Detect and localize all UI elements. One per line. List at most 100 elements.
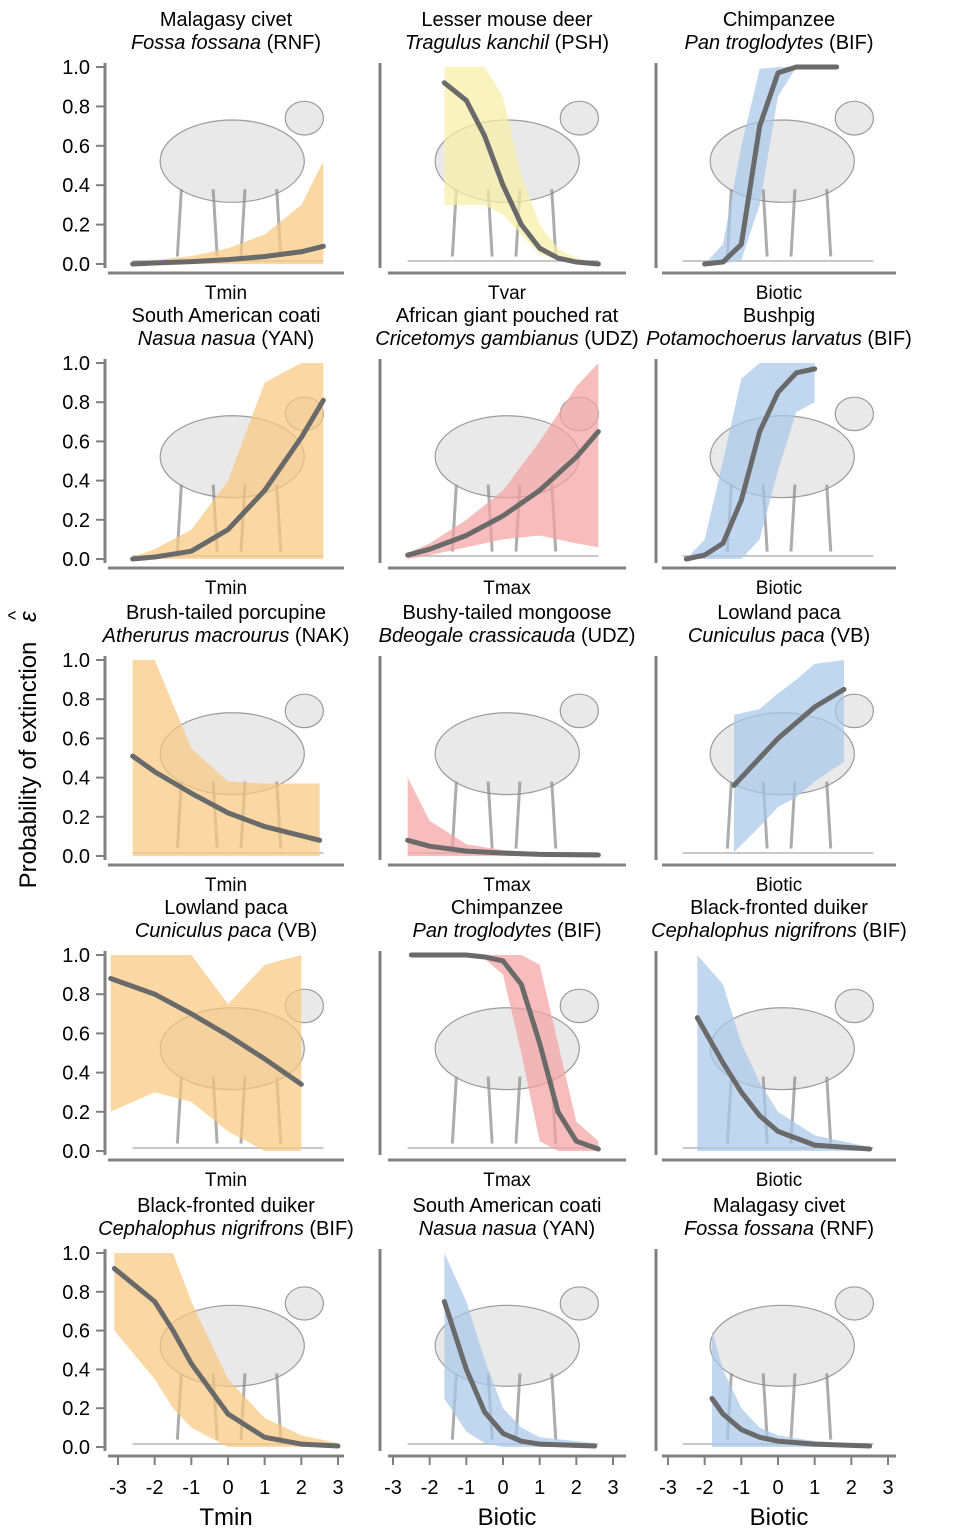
panel-species-name: Bdeogale crassicauda [379, 625, 576, 647]
x-tick-label: 0 [222, 1477, 233, 1499]
credible-band [114, 1253, 338, 1447]
panel-species-line: Cuniculus paca (VB) [688, 625, 870, 647]
panel-common-name: Black-fronted duiker [690, 897, 868, 919]
panel-species-name: Nasua nasua [138, 328, 256, 350]
x-axis-title: Tmin [205, 283, 247, 304]
panel-species-line: Fossa fossana (RNF) [131, 32, 321, 54]
animal-duiker-head [284, 1286, 325, 1321]
y-tick-label: 0.8 [62, 392, 90, 414]
y-axis-symbol: ε [15, 611, 42, 622]
y-tick-label: 1.0 [62, 650, 90, 672]
x-tick-label: -3 [109, 1477, 127, 1499]
animal-mongoose-leg [514, 781, 522, 849]
probability-curve [702, 64, 840, 267]
x-axis-title: Tmin [205, 1170, 247, 1191]
animal-chimp-leg [761, 189, 769, 257]
x-tick-label: -3 [659, 1477, 677, 1499]
x-axis-title: Tmin [199, 1504, 252, 1530]
panel-species-line: Pan troglodytes (BIF) [685, 32, 874, 54]
probability-curve [130, 753, 323, 843]
animal-chimp-head [559, 988, 599, 1024]
panel-species-line: Fossa fossana (RNF) [684, 1218, 874, 1240]
animal-mongoose-leg [550, 781, 558, 849]
animal-civet-body [709, 1304, 855, 1387]
y-tick-label: 0.4 [62, 768, 90, 790]
x-axis-title: Tmin [205, 875, 247, 896]
y-axis-title-group: Probability of extinction ε ^ [5, 610, 42, 888]
x-tick-label: 1 [534, 1477, 545, 1499]
animal-duiker-leg [825, 1076, 833, 1144]
y-tick-label: 0.8 [62, 689, 90, 711]
y-tick-label: 0.0 [62, 1437, 90, 1459]
panel-species-line: Potamochoerus larvatus (BIF) [646, 328, 912, 350]
panel-site-code: (RNF) [814, 1218, 874, 1240]
panel-site-code: (YAN) [537, 1218, 596, 1240]
credible-band [444, 67, 599, 264]
probability-curve [130, 397, 326, 562]
x-tick-label: -2 [421, 1477, 439, 1499]
probability-curve [108, 976, 304, 1087]
panel-site-code: (BIF) [857, 920, 907, 942]
panel-site-code: (BIF) [823, 32, 873, 54]
panel-species-line: Pan troglodytes (BIF) [413, 920, 602, 942]
animal-pig-leg [825, 484, 833, 552]
panel-species-line: Cricetomys gambianus (UDZ) [375, 328, 638, 350]
probability-curve [111, 1266, 341, 1449]
panel-common-name: Chimpanzee [723, 9, 835, 31]
animal-coati-leg [550, 1373, 558, 1440]
y-tick-label: 0.6 [62, 1321, 90, 1343]
panel-species-name: Fossa fossana [684, 1218, 814, 1240]
probability-curve [130, 243, 326, 267]
y-tick-label: 0.6 [62, 728, 90, 750]
panel-species-name: Nasua nasua [419, 1218, 537, 1240]
animal-paca-leg [725, 781, 733, 849]
panel-species-line: Atherurus macrourus (NAK) [102, 625, 350, 647]
credible-band [444, 1253, 595, 1447]
credible-band [407, 777, 599, 856]
animal-mongoose-body [434, 712, 580, 796]
y-tick-label: 0.0 [62, 1141, 90, 1163]
animal-mongoose-leg [486, 781, 494, 849]
y-tick-label: 1.0 [62, 945, 90, 967]
panel-site-code: (YAN) [256, 328, 315, 350]
y-tick-label: 0.2 [62, 1102, 90, 1124]
y-tick-label: 0.2 [62, 215, 90, 237]
animal-civet-head [834, 1286, 874, 1321]
y-tick-label: 0.4 [62, 1359, 90, 1381]
y-tick-label: 0.0 [62, 549, 90, 571]
panel-common-name: Lowland paca [164, 897, 288, 919]
x-tick-label: 2 [571, 1477, 582, 1499]
credible-band [110, 955, 302, 1151]
panel-species-line: Bdeogale crassicauda (UDZ) [379, 625, 636, 647]
animal-chimp-leg [486, 1076, 494, 1144]
probability-curve [683, 366, 818, 562]
panel-species-name: Tragulus kanchil [405, 32, 550, 54]
animal-civet-body [159, 119, 305, 203]
x-tick-label: 3 [607, 1477, 618, 1499]
animal-paca-leg [825, 781, 833, 849]
x-tick-label: -2 [146, 1477, 164, 1499]
animal-civet-head [284, 100, 325, 136]
y-tick-label: 1.0 [62, 57, 90, 79]
x-axis-title: Tvar [488, 283, 527, 304]
panel-common-name: South American coati [413, 1195, 602, 1217]
panel-site-code: (UDZ) [575, 625, 635, 647]
credible-band [411, 955, 599, 1151]
y-tick-label: 0.4 [62, 471, 90, 493]
panel-species-line: Cuniculus paca (VB) [135, 920, 317, 942]
x-axis-title: Biotic [756, 283, 802, 304]
credible-band [132, 161, 324, 264]
x-axis-title: Biotic [750, 1504, 809, 1530]
y-tick-label: 0.0 [62, 254, 90, 276]
y-tick-label: 0.4 [62, 1063, 90, 1085]
y-tick-label: 0.2 [62, 510, 90, 532]
